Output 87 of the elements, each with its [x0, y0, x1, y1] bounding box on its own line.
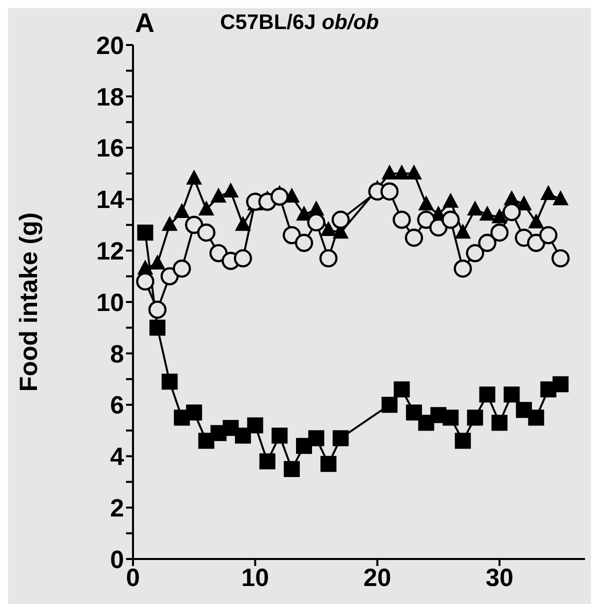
- point: [332, 210, 350, 229]
- point: [222, 182, 239, 198]
- chart-title: C57BL/6J ob/ob: [220, 11, 379, 34]
- point: [504, 386, 520, 403]
- point: [442, 210, 460, 229]
- point: [186, 404, 202, 421]
- point: [210, 188, 227, 203]
- point: [380, 182, 399, 201]
- y-tick-label: 14: [96, 186, 124, 214]
- point: [184, 216, 204, 234]
- point: [467, 410, 484, 426]
- point: [551, 249, 570, 268]
- point: [174, 203, 190, 218]
- point: [272, 428, 288, 444]
- y-axis-title: Food intake (g): [14, 212, 43, 392]
- point: [442, 410, 459, 426]
- point: [382, 164, 398, 180]
- text: A: [135, 8, 154, 38]
- point: [454, 432, 471, 449]
- point: [282, 226, 301, 244]
- point: [198, 200, 214, 216]
- point: [186, 170, 202, 185]
- point: [418, 195, 434, 210]
- point: [540, 185, 556, 200]
- point: [284, 461, 300, 478]
- point: [320, 221, 336, 236]
- point: [234, 428, 251, 444]
- point: [308, 430, 324, 446]
- point: [209, 244, 228, 262]
- point: [172, 259, 191, 278]
- x-tick-label: 20: [363, 564, 392, 592]
- x-tick-label: 30: [486, 564, 514, 592]
- point: [406, 164, 422, 180]
- y-tick-label: 6: [110, 392, 124, 420]
- point: [234, 216, 251, 231]
- point: [454, 224, 471, 239]
- y-tick-label: 0: [110, 546, 124, 574]
- y-tick-label: 8: [110, 340, 124, 368]
- point: [539, 226, 558, 244]
- point: [394, 381, 410, 398]
- point: [307, 213, 326, 232]
- point: [466, 244, 484, 262]
- point: [149, 320, 166, 336]
- point: [160, 267, 179, 286]
- point: [162, 374, 178, 390]
- point: [406, 404, 422, 421]
- point: [162, 216, 178, 231]
- point: [478, 234, 496, 252]
- point: [429, 218, 448, 237]
- y-tick-label: 2: [110, 494, 124, 522]
- point: [528, 410, 544, 426]
- point: [234, 249, 252, 268]
- point: [442, 192, 459, 208]
- point: [454, 259, 472, 278]
- point: [479, 206, 496, 221]
- point: [148, 300, 167, 319]
- point: [417, 210, 436, 229]
- point: [491, 414, 508, 431]
- y-tick-label: 10: [96, 288, 124, 317]
- point: [392, 210, 411, 229]
- y-tick-label: 20: [96, 32, 124, 60]
- point: [479, 386, 496, 403]
- point: [490, 224, 509, 242]
- point: [137, 224, 154, 241]
- y-tick-label: 12: [96, 237, 124, 266]
- x-tick-label: 10: [241, 564, 270, 592]
- point: [294, 234, 314, 252]
- point: [332, 430, 349, 446]
- point: [528, 213, 544, 228]
- point: [552, 190, 569, 206]
- y-tick-label: 18: [96, 83, 124, 112]
- point: [319, 249, 338, 268]
- point: [382, 396, 398, 413]
- point: [552, 376, 569, 392]
- point: [149, 254, 166, 270]
- point: [270, 188, 289, 206]
- point: [404, 228, 424, 247]
- point: [467, 200, 484, 216]
- point: [527, 234, 546, 252]
- point: [320, 456, 336, 472]
- point: [491, 208, 508, 224]
- point: [247, 417, 264, 434]
- point: [197, 224, 216, 242]
- point: [259, 453, 276, 470]
- y-tick-label: 4: [110, 443, 124, 472]
- point: [394, 164, 410, 180]
- y-tick-label: 16: [96, 134, 124, 163]
